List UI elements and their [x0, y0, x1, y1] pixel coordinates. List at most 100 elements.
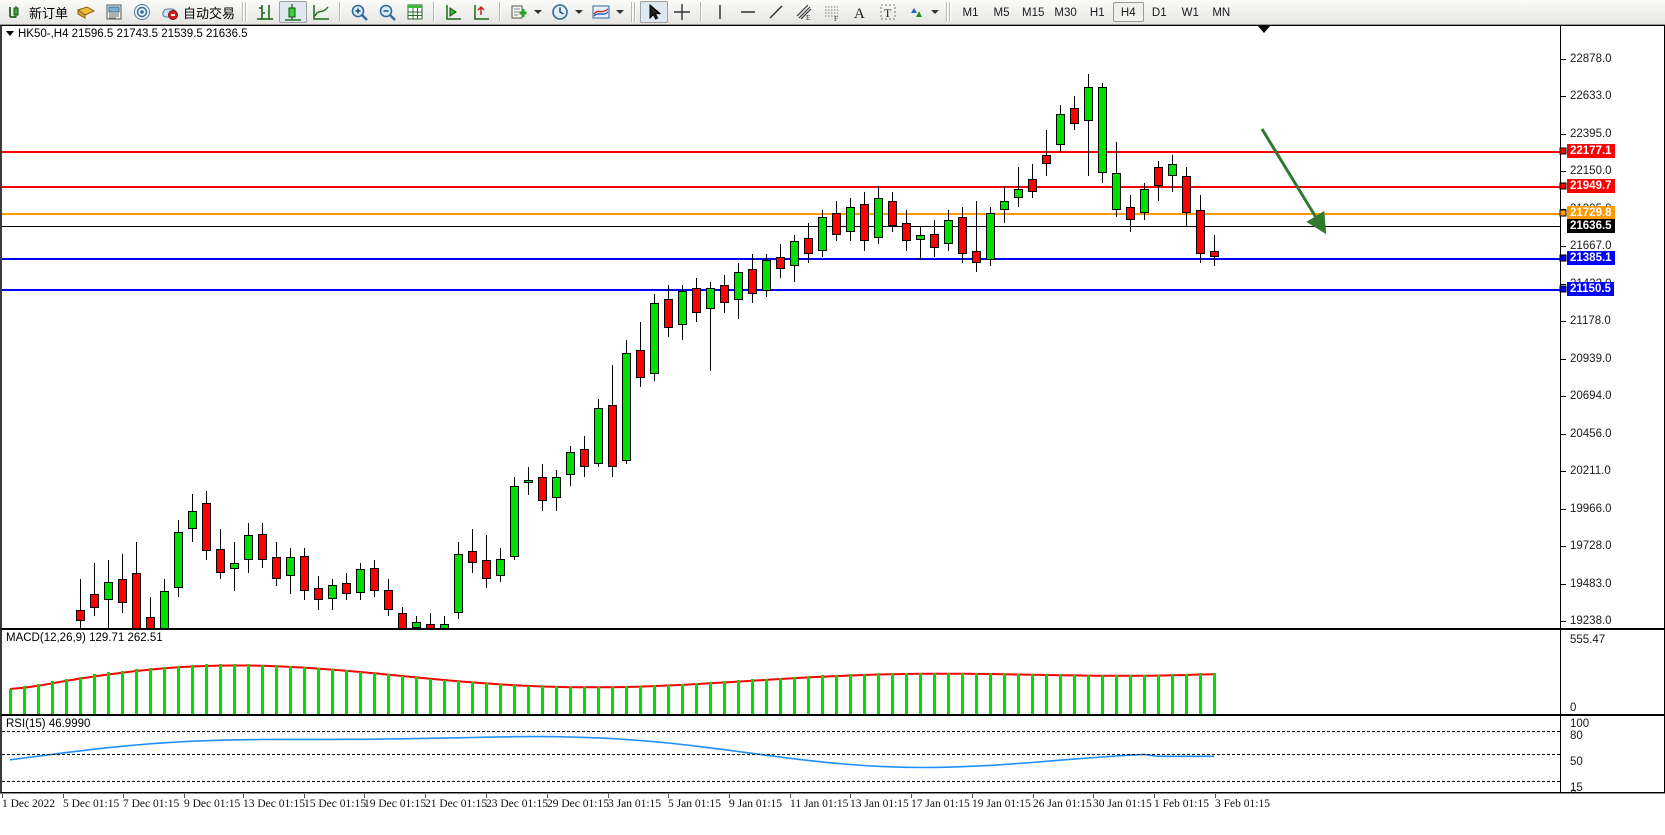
- shift-chart-button[interactable]: [439, 1, 467, 23]
- timeframe-mn[interactable]: MN: [1212, 7, 1231, 19]
- macd-scale-label: 0: [1570, 702, 1577, 714]
- time-axis-tick: [790, 794, 791, 798]
- macd-histogram-bar: [275, 665, 278, 714]
- level-badge-pivot[interactable]: 21729.8: [1567, 206, 1615, 220]
- trendline-button[interactable]: [762, 1, 790, 23]
- candlestick-chart-button[interactable]: [279, 1, 308, 23]
- level-handle-pivot[interactable]: [1559, 209, 1567, 217]
- level-line-support-2[interactable]: [2, 289, 1560, 291]
- macd-histogram-bar: [625, 686, 628, 714]
- fibonacci-button[interactable]: F: [818, 1, 846, 23]
- timeframe-d1[interactable]: D1: [1151, 7, 1167, 19]
- macd-histogram-bar: [877, 673, 880, 714]
- templates-button[interactable]: [587, 1, 628, 23]
- news-button[interactable]: [100, 1, 128, 23]
- new-order-button[interactable]: 新订单: [2, 1, 72, 23]
- timeframe-h1[interactable]: H1: [1089, 7, 1105, 19]
- candle-body: [314, 588, 323, 601]
- candle: [678, 284, 687, 341]
- auto-scroll-icon: [471, 2, 491, 22]
- horizontal-line-button[interactable]: [734, 1, 762, 23]
- macd-histogram-bar: [639, 685, 642, 714]
- grid-button[interactable]: [401, 1, 429, 23]
- level-line-pivot[interactable]: [2, 213, 1560, 215]
- candle-body: [328, 584, 337, 599]
- add-indicator-caret-icon[interactable]: [534, 10, 543, 14]
- equidistant-channel-button[interactable]: E: [790, 1, 818, 23]
- level-badge-current-price[interactable]: 21636.5: [1567, 219, 1615, 233]
- candle: [734, 263, 743, 319]
- macd-histogram-bar: [667, 684, 670, 714]
- objects-caret-icon[interactable]: [931, 10, 940, 14]
- main-toolbar: 新订单: [0, 0, 1665, 25]
- macd-histogram-bar: [751, 679, 754, 714]
- svg-text:T: T: [884, 6, 892, 20]
- time-axis-label: 7 Dec 01:15: [123, 798, 180, 810]
- period-caret-icon[interactable]: [575, 10, 584, 14]
- toolbar-grip-3[interactable]: [946, 2, 953, 22]
- level-line-current-price[interactable]: [2, 226, 1560, 227]
- level-handle-support-1[interactable]: [1559, 254, 1567, 262]
- profile-button[interactable]: [72, 1, 100, 23]
- macd-histogram-bar: [261, 664, 264, 714]
- zoom-in-button[interactable]: [345, 1, 373, 23]
- bearish-arrow[interactable]: [2, 26, 1560, 628]
- macd-histogram-bar: [1059, 674, 1062, 714]
- candle-body: [1154, 167, 1163, 186]
- period-button[interactable]: [546, 1, 587, 23]
- timeframe-m30[interactable]: M30: [1054, 7, 1077, 19]
- timeframe-m5[interactable]: M5: [993, 7, 1010, 19]
- macd-pane[interactable]: MACD(12,26,9) 129.71 262.51 555.47 0: [0, 629, 1665, 715]
- line-chart-button[interactable]: [307, 1, 335, 23]
- bar-chart-button[interactable]: [251, 1, 279, 23]
- level-badge-support-1[interactable]: 21385.1: [1567, 251, 1615, 265]
- chart-area[interactable]: HK50-,H4 21596.5 21743.5 21539.5 21636.5…: [0, 25, 1665, 835]
- text-button[interactable]: A: [846, 1, 874, 23]
- time-axis[interactable]: 1 Dec 2022 5 Dec 01:15 7 Dec 01:15 9 Dec 01…: [0, 793, 1665, 835]
- level-badge-support-2[interactable]: 21150.5: [1567, 282, 1614, 296]
- timeframe-m15[interactable]: M15: [1022, 7, 1045, 19]
- level-badge-resistance-2[interactable]: 21949.7: [1567, 179, 1615, 193]
- time-axis-label: 29 Dec 01:15: [547, 798, 609, 810]
- macd-histogram-bar: [681, 683, 684, 714]
- price-scale[interactable]: 22878.022633.022395.022150.021905.021667…: [1559, 26, 1664, 740]
- auto-trading-button[interactable]: 自动交易: [156, 1, 239, 23]
- zoom-out-button[interactable]: [373, 1, 401, 23]
- vertical-line-button[interactable]: [706, 1, 734, 23]
- chart-dropdown-icon[interactable]: [6, 31, 14, 37]
- price-tick-label: 22633.0: [1570, 90, 1612, 102]
- macd-histogram-bar: [93, 674, 96, 714]
- crosshair-button[interactable]: [668, 1, 696, 23]
- candle: [314, 575, 323, 610]
- rsi-plot[interactable]: [2, 716, 1560, 792]
- signals-button[interactable]: [128, 1, 156, 23]
- add-indicator-button[interactable]: [505, 1, 546, 23]
- candle-body: [692, 287, 701, 313]
- macd-plot[interactable]: [2, 630, 1560, 714]
- candle: [874, 185, 883, 245]
- objects-button[interactable]: [902, 1, 943, 23]
- level-badge-resistance-1[interactable]: 22177.1: [1567, 144, 1615, 158]
- cursor-button[interactable]: [640, 1, 669, 23]
- toolbar-grip-2[interactable]: [631, 2, 638, 22]
- rsi-pane[interactable]: RSI(15) 46.9990 1008050150: [0, 715, 1665, 801]
- timeframe-w1[interactable]: W1: [1181, 7, 1199, 19]
- level-handle-resistance-2[interactable]: [1559, 182, 1567, 190]
- text-label-button[interactable]: T: [874, 1, 902, 23]
- macd-histogram-bar: [247, 664, 250, 714]
- toolbar-grip-1[interactable]: [242, 2, 249, 22]
- timeframe-h4[interactable]: H4: [1112, 2, 1144, 22]
- price-pane[interactable]: HK50-,H4 21596.5 21743.5 21539.5 21636.5…: [0, 25, 1665, 740]
- templates-caret-icon[interactable]: [616, 10, 625, 14]
- price-tick-label: 22395.0: [1570, 128, 1612, 140]
- level-handle-support-2[interactable]: [1559, 285, 1567, 293]
- time-axis-tick: [184, 794, 185, 798]
- auto-scroll-button[interactable]: [467, 1, 495, 23]
- price-plot[interactable]: [2, 26, 1560, 628]
- level-line-resistance-1[interactable]: [2, 151, 1560, 153]
- level-line-resistance-2[interactable]: [2, 186, 1560, 188]
- candle: [356, 563, 365, 601]
- candle: [720, 275, 729, 313]
- level-handle-resistance-1[interactable]: [1559, 147, 1567, 155]
- timeframe-m1[interactable]: M1: [962, 7, 979, 19]
